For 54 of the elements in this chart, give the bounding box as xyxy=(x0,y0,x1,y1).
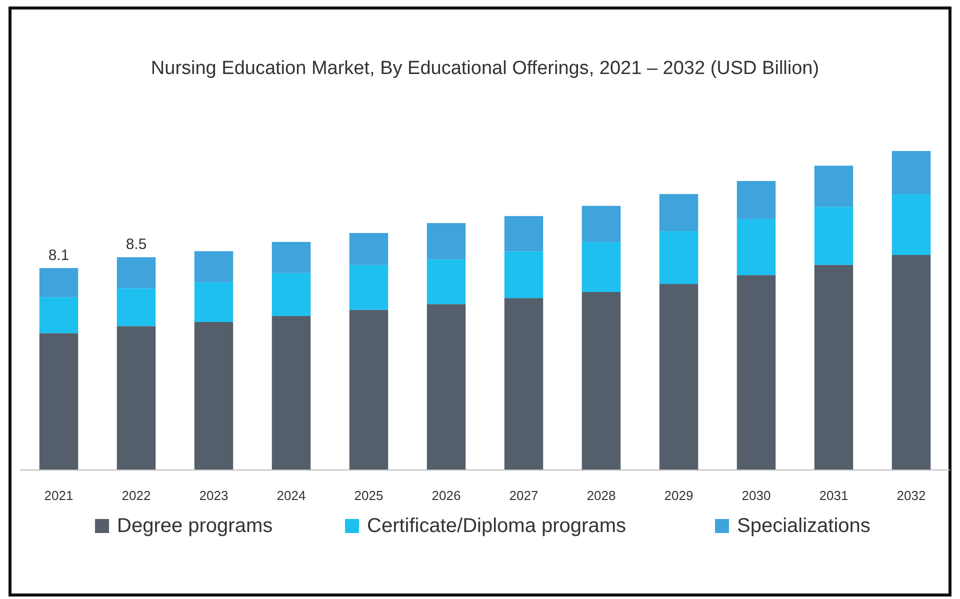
bar xyxy=(116,326,156,470)
bar xyxy=(194,251,234,282)
bar xyxy=(116,288,156,326)
x-tick-label: 2032 xyxy=(896,488,926,503)
bar xyxy=(582,242,621,292)
chart-title: Nursing Education Market, By Educational Offerings, 2021 – 2032 (USD Billion) xyxy=(150,58,820,79)
bar xyxy=(272,316,311,470)
bar xyxy=(39,333,78,470)
bar xyxy=(659,194,698,232)
x-tick-label: 2030 xyxy=(742,488,771,503)
x-tick-label: 2031 xyxy=(819,488,848,503)
legend-label: Specializations xyxy=(737,515,870,537)
bar xyxy=(426,223,466,260)
bar xyxy=(194,322,234,470)
bar xyxy=(736,218,776,276)
bar xyxy=(892,254,931,470)
bar xyxy=(892,194,931,255)
x-tick-label: 2027 xyxy=(509,488,538,503)
x-tick-label: 2028 xyxy=(586,488,616,503)
bar xyxy=(814,166,854,207)
x-tick-label: 2026 xyxy=(432,488,461,503)
bar xyxy=(504,216,544,252)
bar xyxy=(582,292,621,470)
bar xyxy=(814,206,854,265)
x-tick-label: 2024 xyxy=(276,488,306,503)
bar xyxy=(659,231,698,284)
annotation: 8.5 xyxy=(126,236,147,254)
bar xyxy=(349,232,388,265)
bar xyxy=(116,257,156,288)
bar xyxy=(504,251,544,298)
bar xyxy=(582,206,621,242)
legend-label: Degree programs xyxy=(117,515,273,537)
bar xyxy=(659,284,698,470)
annotation: 8.1 xyxy=(48,247,70,264)
x-tick-label: 2029 xyxy=(664,488,694,503)
bar xyxy=(814,264,854,470)
bar xyxy=(349,264,388,310)
bar xyxy=(39,297,78,334)
bar xyxy=(736,180,776,219)
bar xyxy=(272,242,311,273)
x-tick-label: 2022 xyxy=(122,488,151,503)
x-tick-label: 2023 xyxy=(199,488,228,503)
bar xyxy=(426,259,466,304)
bar xyxy=(349,310,388,470)
bar xyxy=(892,151,931,194)
legend-label: Certificate/Diploma programs xyxy=(367,515,626,537)
x-tick-label: 2025 xyxy=(354,488,384,503)
bar xyxy=(194,282,234,322)
bar xyxy=(39,268,78,298)
bar xyxy=(426,304,466,470)
bar xyxy=(504,298,544,470)
bar xyxy=(736,275,776,470)
bar xyxy=(272,272,311,316)
x-tick-label: 2021 xyxy=(44,488,74,503)
